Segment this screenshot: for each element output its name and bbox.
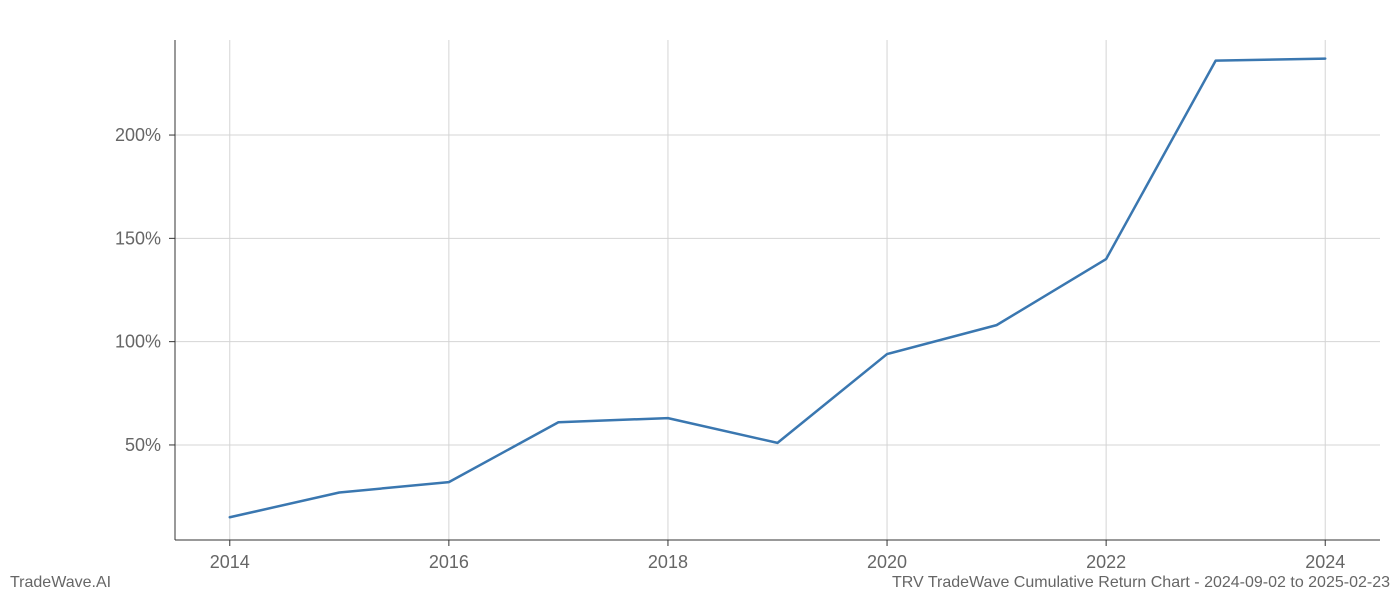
svg-text:2022: 2022 — [1086, 552, 1126, 572]
line-chart: 2014 2016 2018 2020 2022 2024 50% 100% 150% 200% — [0, 0, 1400, 600]
svg-text:2014: 2014 — [210, 552, 250, 572]
svg-text:2024: 2024 — [1305, 552, 1345, 572]
svg-text:100%: 100% — [115, 332, 161, 352]
svg-text:2016: 2016 — [429, 552, 469, 572]
footer-right-text: TRV TradeWave Cumulative Return Chart - … — [892, 574, 1390, 592]
chart-container: 2014 2016 2018 2020 2022 2024 50% 100% 150% 200% — [0, 0, 1400, 600]
svg-text:2020: 2020 — [867, 552, 907, 572]
svg-text:2018: 2018 — [648, 552, 688, 572]
svg-text:200%: 200% — [115, 125, 161, 145]
svg-text:50%: 50% — [125, 435, 161, 455]
footer-left-text: TradeWave.AI — [10, 574, 111, 592]
svg-text:150%: 150% — [115, 228, 161, 248]
